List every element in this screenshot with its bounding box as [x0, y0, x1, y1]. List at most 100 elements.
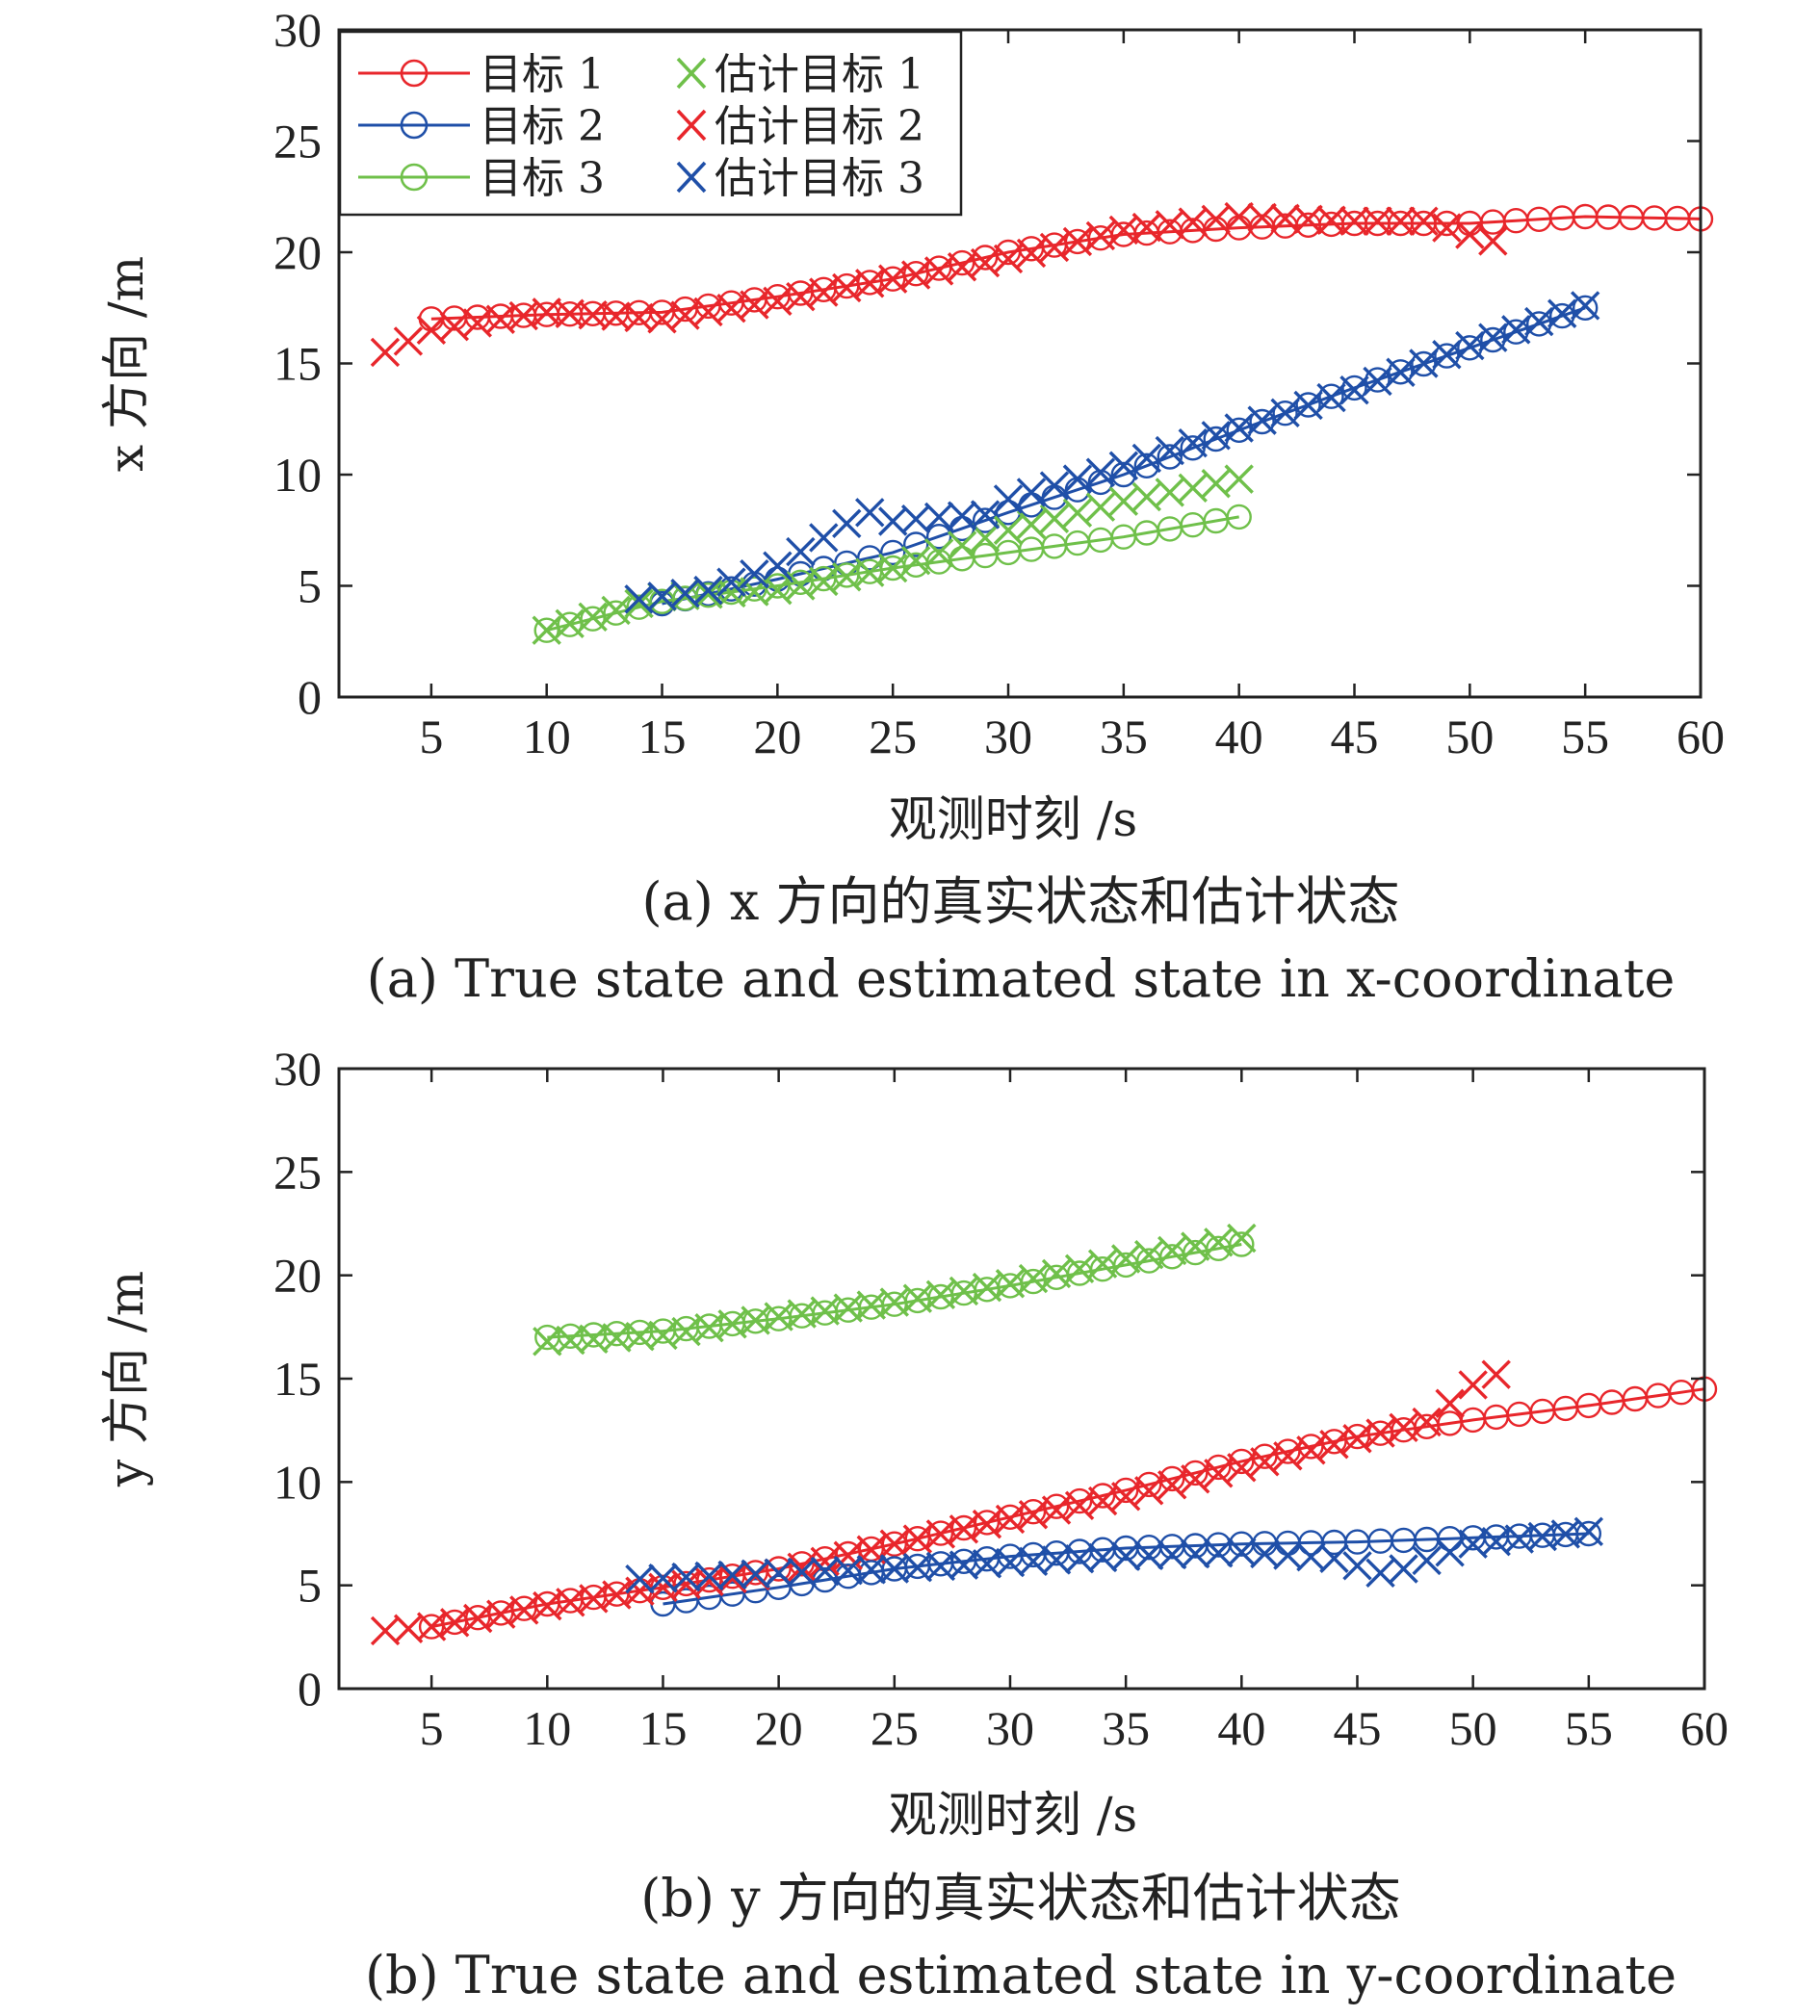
data-point-x [949, 1550, 979, 1580]
data-point-circle [1133, 452, 1160, 478]
data-point-x [925, 1519, 956, 1549]
panel-a-xtick-label: 30 [984, 710, 1032, 763]
data-point-circle [974, 1510, 1001, 1536]
data-point-x [902, 1553, 933, 1583]
data-point-x [1108, 215, 1139, 246]
data-point-x [740, 558, 769, 589]
panel-b-xtick-label: 10 [523, 1701, 571, 1755]
data-point-x [995, 1269, 1026, 1299]
data-point-x [1110, 1541, 1141, 1571]
data-point-x [764, 1558, 793, 1588]
panel-b-ytick-label: 5 [298, 1559, 322, 1613]
data-point-x [1432, 213, 1462, 243]
data-point-x [1016, 238, 1047, 269]
data-point-x [1133, 1239, 1164, 1270]
legend-box [338, 30, 963, 217]
data-point-x [1273, 1540, 1303, 1570]
data-point-x [1204, 1228, 1234, 1257]
data-point-x [1363, 206, 1392, 236]
data-point-x [1039, 471, 1070, 501]
legend: 目标 1 目标 2 目标 3 估计目标 1 估计目标 2 [338, 30, 963, 217]
data-point-x [1016, 478, 1047, 507]
data-point-x [970, 523, 1001, 553]
panel-a-caption-en: (a) True state and estimated state in x-… [367, 948, 1676, 1009]
panel-a-series-6 [624, 291, 1600, 614]
data-point-x [972, 1549, 1002, 1579]
data-point-x [716, 567, 746, 597]
data-point-x [923, 256, 954, 286]
data-point-x [1062, 226, 1093, 257]
data-point-circle [950, 1514, 977, 1541]
data-point-x [1435, 1388, 1465, 1418]
data-point-x [1458, 1529, 1488, 1559]
data-point-circle [1249, 408, 1275, 435]
data-point-x [1039, 504, 1070, 533]
data-point-x [1087, 1249, 1118, 1279]
data-point-x [923, 538, 954, 568]
data-point-x [509, 1595, 539, 1625]
data-point-circle [1295, 392, 1321, 418]
data-point-x [833, 1556, 863, 1586]
data-point-x [602, 1323, 632, 1353]
data-point-x [1527, 1521, 1557, 1552]
data-point-x [900, 260, 931, 290]
data-point-x [1409, 349, 1439, 378]
panel-b-ticks: 5 10 15 20 25 30 35 40 45 50 55 60 0 5 10 15 20 25 30 [273, 1042, 1729, 1755]
data-point-x [923, 502, 954, 532]
data-point-x [1365, 1418, 1395, 1448]
data-point-circle [880, 266, 906, 292]
data-point-x [1435, 1538, 1465, 1567]
data-point-x [463, 1603, 493, 1634]
legend-label-target-1: 目标 1 [480, 50, 605, 99]
data-point-x [1224, 464, 1254, 494]
data-point-x [993, 515, 1024, 545]
data-point-x [786, 536, 816, 567]
data-point-x [1342, 1551, 1372, 1581]
data-point-x [1201, 204, 1231, 235]
panel-a: 5 10 15 20 25 30 35 40 45 50 55 60 0 5 10 15 20 25 30 x 方向… [98, 3, 1725, 1009]
data-point-x [1316, 205, 1346, 235]
data-point-x [1110, 1482, 1141, 1512]
data-point-x [786, 281, 816, 312]
data-point-x [717, 1560, 747, 1590]
data-point-x [1155, 210, 1184, 240]
panel-b-xlabel: 观测时刻 /s [889, 1787, 1137, 1843]
data-point-x [993, 244, 1024, 274]
data-point-circle [1575, 1520, 1602, 1547]
data-point-x [1181, 1464, 1210, 1494]
panel-b-series-5 [370, 1359, 1511, 1646]
panel-b-xtick-label: 60 [1680, 1701, 1729, 1755]
data-point-circle [1020, 1498, 1047, 1525]
data-point-x [1157, 1470, 1187, 1500]
data-point-x [1293, 204, 1323, 235]
data-point-circle [1272, 401, 1298, 426]
data-point-x [1432, 340, 1462, 370]
data-point-x [1481, 1359, 1511, 1389]
data-point-x [1409, 206, 1439, 236]
data-point-x [1296, 1541, 1326, 1572]
panel-a-series-4 [532, 464, 1254, 645]
data-point-circle [903, 531, 929, 557]
panel-b-caption-cn: (b) y 方向的真实状态和估计状态 [640, 1868, 1401, 1928]
data-point-circle [881, 1531, 907, 1557]
panel-a-xtick-label: 50 [1445, 710, 1494, 763]
data-point-x [1085, 492, 1116, 522]
data-point-x [1181, 1231, 1210, 1261]
data-point-x [1204, 1459, 1234, 1488]
data-point-x [855, 498, 885, 528]
data-point-x [555, 298, 585, 328]
data-point-x [809, 566, 839, 597]
data-point-x [995, 1547, 1026, 1578]
data-point-x [1039, 232, 1070, 263]
data-point-x [1018, 1546, 1049, 1576]
data-point-x [1481, 1526, 1511, 1557]
data-point-x [1319, 1430, 1349, 1460]
data-point-x [1131, 443, 1162, 474]
data-point-x [416, 1612, 447, 1641]
panel-b-ytick-label: 10 [273, 1455, 322, 1509]
data-point-x [1224, 201, 1254, 232]
data-point-x [624, 588, 654, 619]
data-point-x [1108, 451, 1139, 480]
data-point-x [855, 557, 885, 587]
data-point-x [877, 264, 908, 294]
